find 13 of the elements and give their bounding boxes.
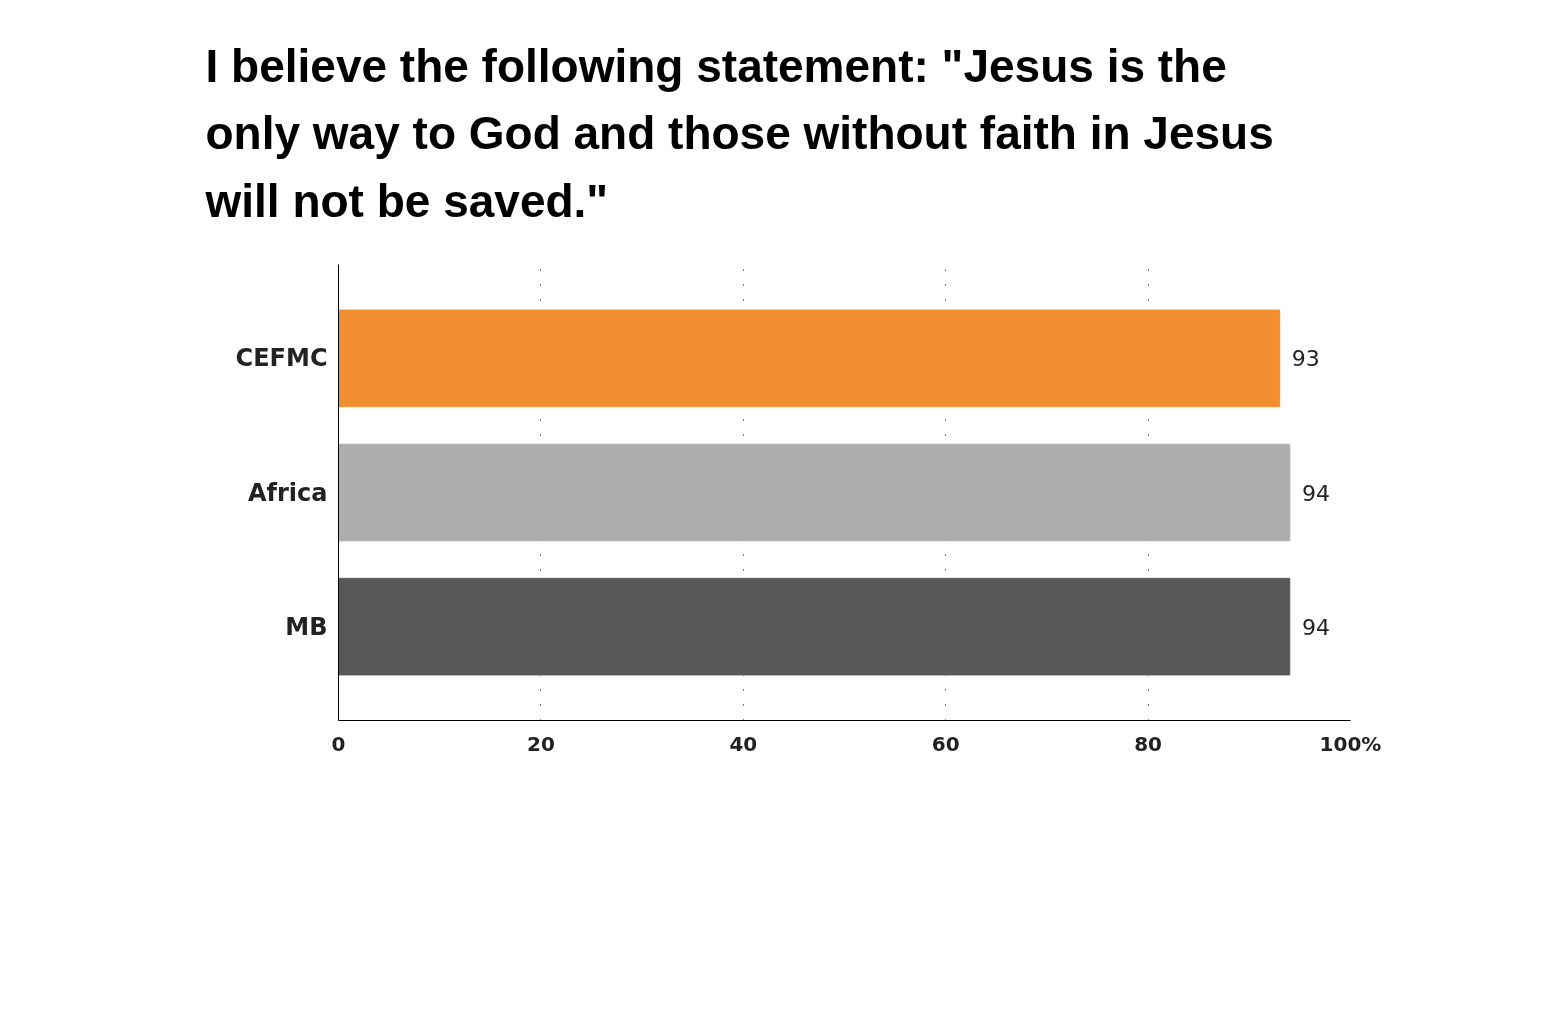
y-tick-label: MB	[285, 612, 328, 641]
x-tick-label: 20	[526, 731, 555, 756]
x-tick-label: 60	[931, 731, 960, 756]
data-label: 93	[1291, 346, 1320, 372]
x-tick-label: 100%	[1319, 731, 1382, 756]
y-tick-label: Africa	[248, 478, 328, 507]
data-label: 94	[1301, 480, 1330, 506]
chart-title: I believe the following statement: "Jesus is the only way to God and those without faith in Jesus will not be saved."	[204, 39, 1274, 227]
x-tick-label: 0	[331, 731, 346, 756]
x-tick-label: 80	[1134, 731, 1163, 756]
y-tick-label: CEFMC	[235, 344, 328, 373]
x-tick-label: 40	[729, 731, 758, 756]
data-label: 94	[1301, 614, 1330, 640]
